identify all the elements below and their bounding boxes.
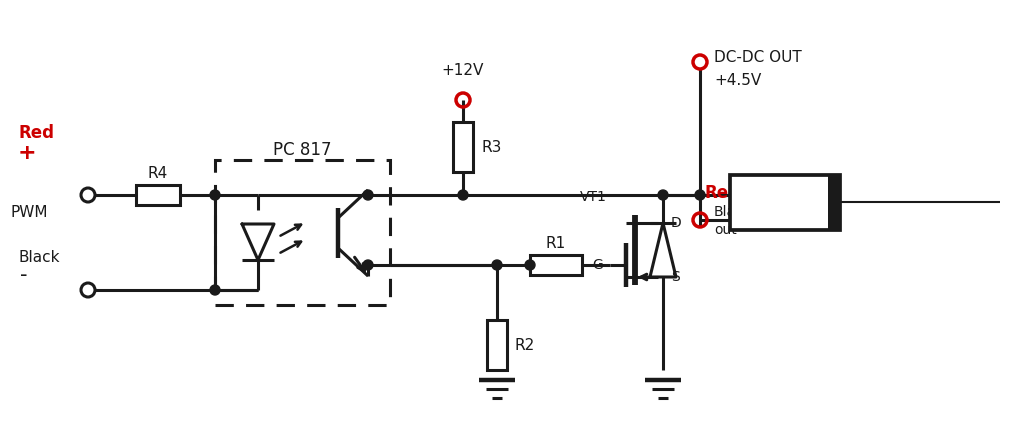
Text: +: + — [18, 143, 37, 163]
Bar — [530, 255, 582, 275]
Bar — [487, 320, 507, 370]
Circle shape — [492, 260, 502, 270]
Text: S: S — [671, 270, 680, 284]
Circle shape — [210, 285, 220, 295]
Text: PC 817: PC 817 — [272, 141, 331, 159]
Text: Black: Black — [714, 205, 752, 219]
Circle shape — [525, 260, 535, 270]
Bar — [828, 175, 840, 230]
Text: PWM: PWM — [10, 205, 47, 219]
Circle shape — [362, 260, 373, 270]
Text: R4: R4 — [147, 165, 168, 181]
Text: -: - — [20, 265, 28, 285]
Circle shape — [210, 190, 220, 200]
Text: R3: R3 — [481, 140, 502, 154]
Text: +12V: +12V — [441, 62, 484, 78]
Text: R2: R2 — [515, 338, 536, 352]
Text: Red: Red — [705, 184, 741, 202]
Text: R1: R1 — [546, 235, 566, 251]
Bar — [215, 160, 390, 305]
Circle shape — [362, 190, 373, 200]
Text: Black: Black — [18, 249, 59, 265]
Circle shape — [458, 190, 468, 200]
Text: Red: Red — [18, 124, 54, 142]
Text: G: G — [592, 258, 603, 272]
Bar — [136, 185, 180, 205]
Circle shape — [658, 190, 668, 200]
Bar — [453, 122, 473, 172]
Text: Laser: Laser — [758, 195, 800, 209]
Circle shape — [695, 190, 705, 200]
Bar — [730, 175, 840, 230]
Text: DC-DC OUT: DC-DC OUT — [714, 49, 802, 65]
Text: out: out — [714, 223, 736, 237]
Text: +4.5V: +4.5V — [714, 73, 761, 87]
Text: VT1: VT1 — [580, 190, 606, 204]
Text: D: D — [671, 216, 682, 230]
